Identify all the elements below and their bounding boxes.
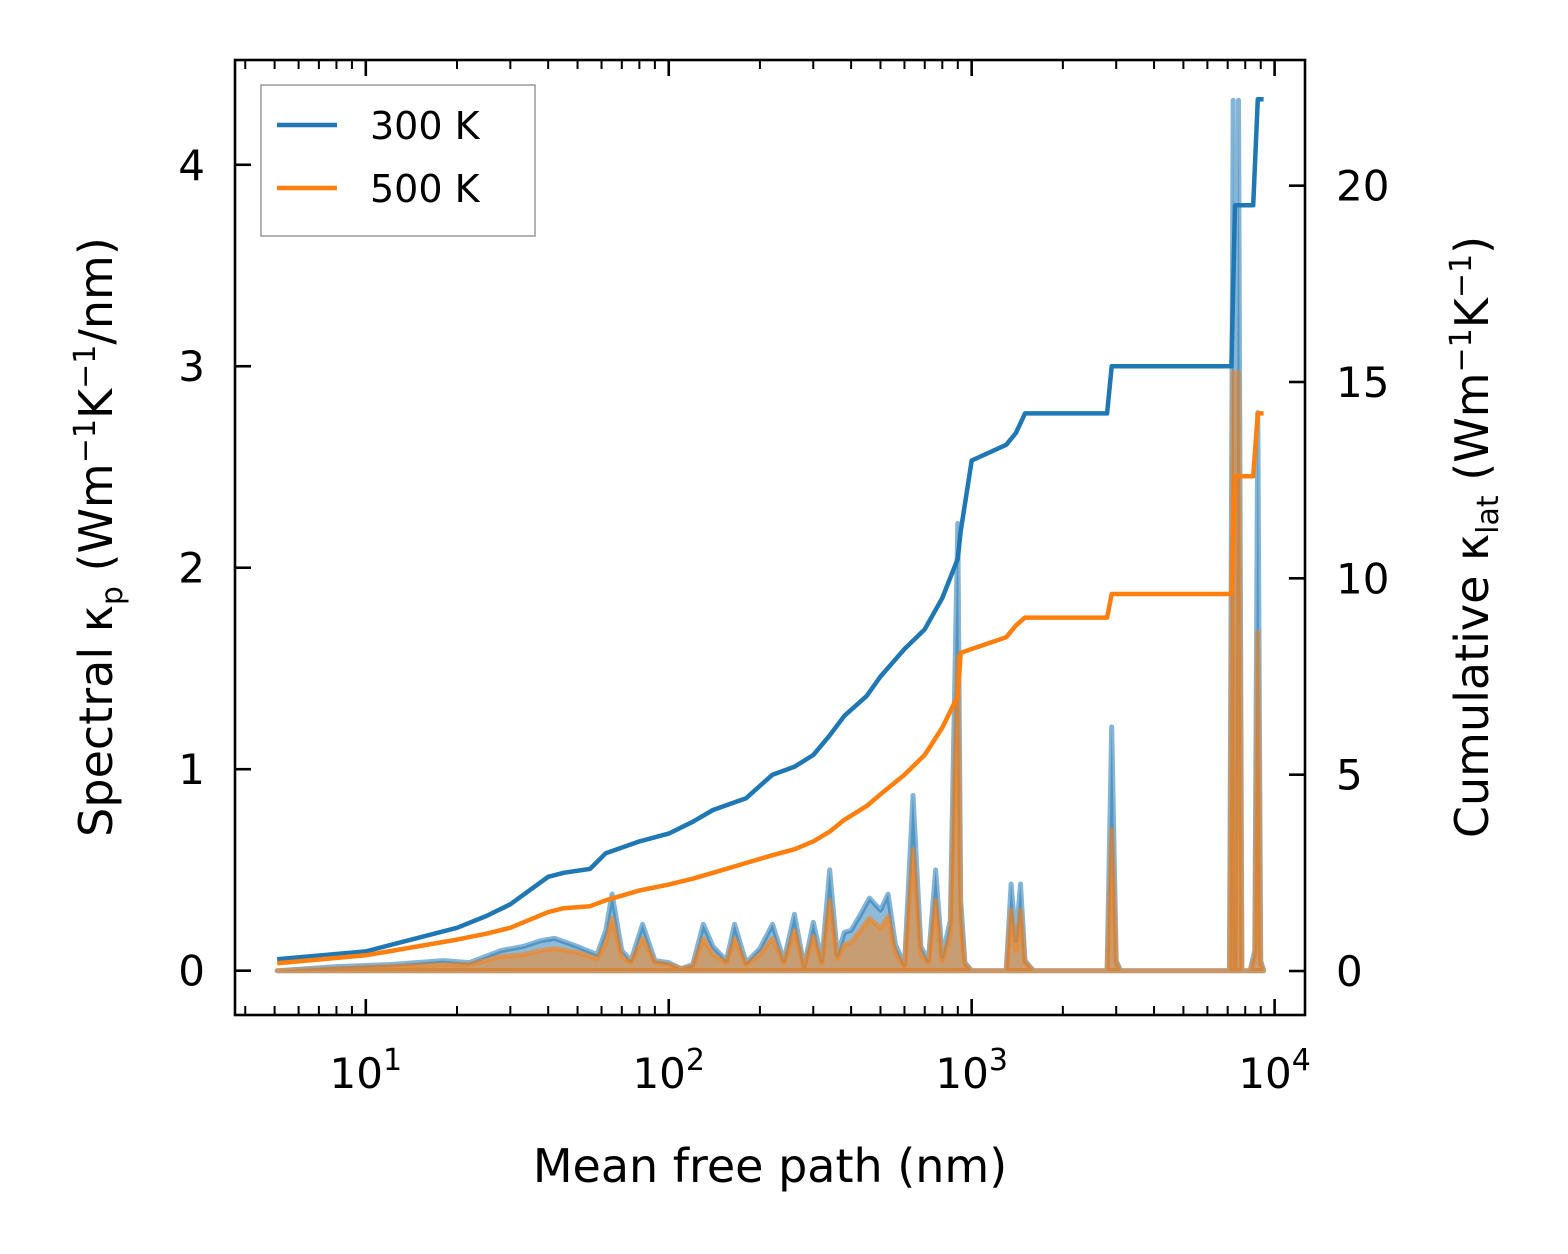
- y-right-tick-label: 10: [1336, 554, 1389, 603]
- y-right-label-sup2: −1: [1444, 254, 1479, 298]
- y-right-label-unit-post: ): [1445, 236, 1499, 254]
- y-left-label-unit-post: /nm): [69, 237, 123, 344]
- y-right-tick-label: 5: [1336, 751, 1363, 800]
- y-axis-left: 0 1 2 3 4: [178, 141, 251, 996]
- y-left-label-unit-mid: K: [69, 387, 123, 419]
- legend-label-300k: 300 K: [370, 104, 481, 148]
- cumulative-line-1: [277, 411, 1264, 966]
- legend-box: [260, 84, 536, 237]
- y-left-label-sub: p: [95, 586, 130, 605]
- x-tick-label: 104: [1238, 1043, 1311, 1098]
- x-tick-label-exp: 1: [383, 1043, 402, 1078]
- y-right-label-sub: lat: [1471, 495, 1506, 534]
- y-left-tick-label: 4: [178, 141, 205, 190]
- y-left-label-sup1: −1: [68, 419, 103, 463]
- y-axis-right-label: Cumulative κlat (Wm−1K−1): [1444, 236, 1506, 838]
- y-left-label-unit-pre: (Wm: [69, 463, 123, 586]
- y-right-label-unit-mid: K: [1445, 296, 1499, 328]
- y-right-tick-label: 20: [1336, 162, 1389, 211]
- cumulative-layer: [277, 97, 1264, 966]
- y-right-label-main: Cumulative κ: [1445, 534, 1499, 838]
- x-axis-label: Mean free path (nm): [533, 1139, 1007, 1193]
- x-tick-label: 103: [935, 1043, 1008, 1098]
- y-left-label-sup2: −1: [68, 345, 103, 389]
- x-tick-label-base: 10: [632, 1049, 685, 1098]
- y-left-tick-label: 1: [178, 745, 205, 794]
- x-tick-label: 101: [330, 1043, 403, 1098]
- y-left-tick-label: 3: [178, 342, 205, 391]
- y-left-tick-label: 0: [178, 947, 205, 996]
- cumulative-line-0: [277, 97, 1264, 962]
- x-axis: 101 102 103 104: [244, 60, 1311, 1098]
- x-tick-label-base: 10: [935, 1049, 988, 1098]
- y-right-tick-label: 0: [1336, 947, 1363, 996]
- x-tick-label: 102: [632, 1043, 705, 1098]
- y-left-label-main: Spectral κ: [69, 605, 123, 837]
- y-right-label-unit-pre: (Wm: [1445, 372, 1499, 495]
- spectral-layer: [274, 97, 1267, 974]
- y-axis-right: 0 5 10 15 20: [1289, 162, 1389, 996]
- x-tick-label-exp: 2: [686, 1043, 705, 1078]
- legend-label-500k: 500 K: [370, 167, 481, 211]
- y-left-tick-label: 2: [178, 544, 205, 593]
- y-axis-left-label: Spectral κp (Wm−1K−1/nm): [68, 237, 130, 837]
- spectral-area-3: [274, 369, 1267, 974]
- x-tick-label-exp: 3: [989, 1043, 1008, 1078]
- y-right-label-sup1: −1: [1444, 328, 1479, 372]
- x-tick-label-exp: 4: [1292, 1043, 1311, 1078]
- plot-frame: [233, 58, 1307, 1017]
- y-right-tick-label: 15: [1336, 358, 1389, 407]
- x-tick-label-base: 10: [330, 1049, 383, 1098]
- legend: 300 K 500 K: [260, 84, 536, 237]
- x-tick-label-base: 10: [1238, 1049, 1291, 1098]
